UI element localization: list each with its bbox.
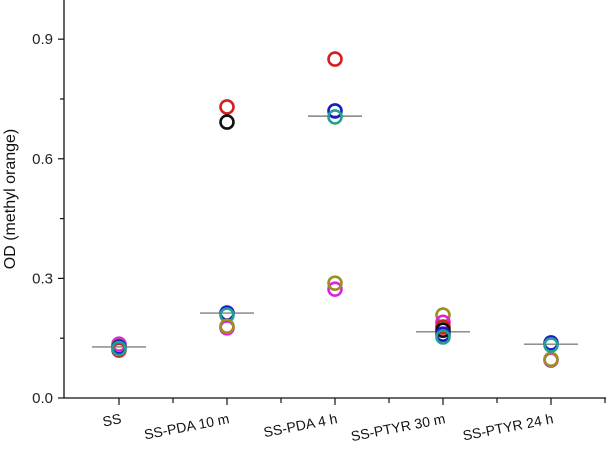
x-category-label: SS-PDA 10 m — [143, 410, 231, 442]
data-point — [219, 99, 235, 115]
y-tick-label: 0.9 — [32, 31, 53, 48]
x-category-label: SS-PTYR 24 h — [461, 410, 554, 443]
data-point — [327, 109, 343, 125]
y-tick-label: 0.3 — [32, 270, 53, 287]
data-point — [327, 103, 343, 119]
x-category-label: SS — [101, 410, 122, 429]
data-point — [219, 114, 235, 130]
data-point — [219, 318, 235, 335]
data-point — [111, 340, 127, 357]
data-point — [543, 337, 559, 353]
axes — [63, 0, 606, 399]
y-tick-label: 0.6 — [32, 151, 53, 168]
y-axis-title: OD (methyl orange) — [2, 129, 19, 270]
data-point — [327, 281, 343, 297]
data-point — [327, 51, 343, 67]
data-point — [435, 329, 451, 345]
data-point — [327, 275, 343, 291]
data-point — [543, 351, 559, 368]
x-category-label: SS-PTYR 30 m — [350, 410, 447, 444]
y-tick-label: 0.0 — [32, 390, 53, 407]
x-category-label: SS-PDA 4 h — [262, 410, 338, 440]
